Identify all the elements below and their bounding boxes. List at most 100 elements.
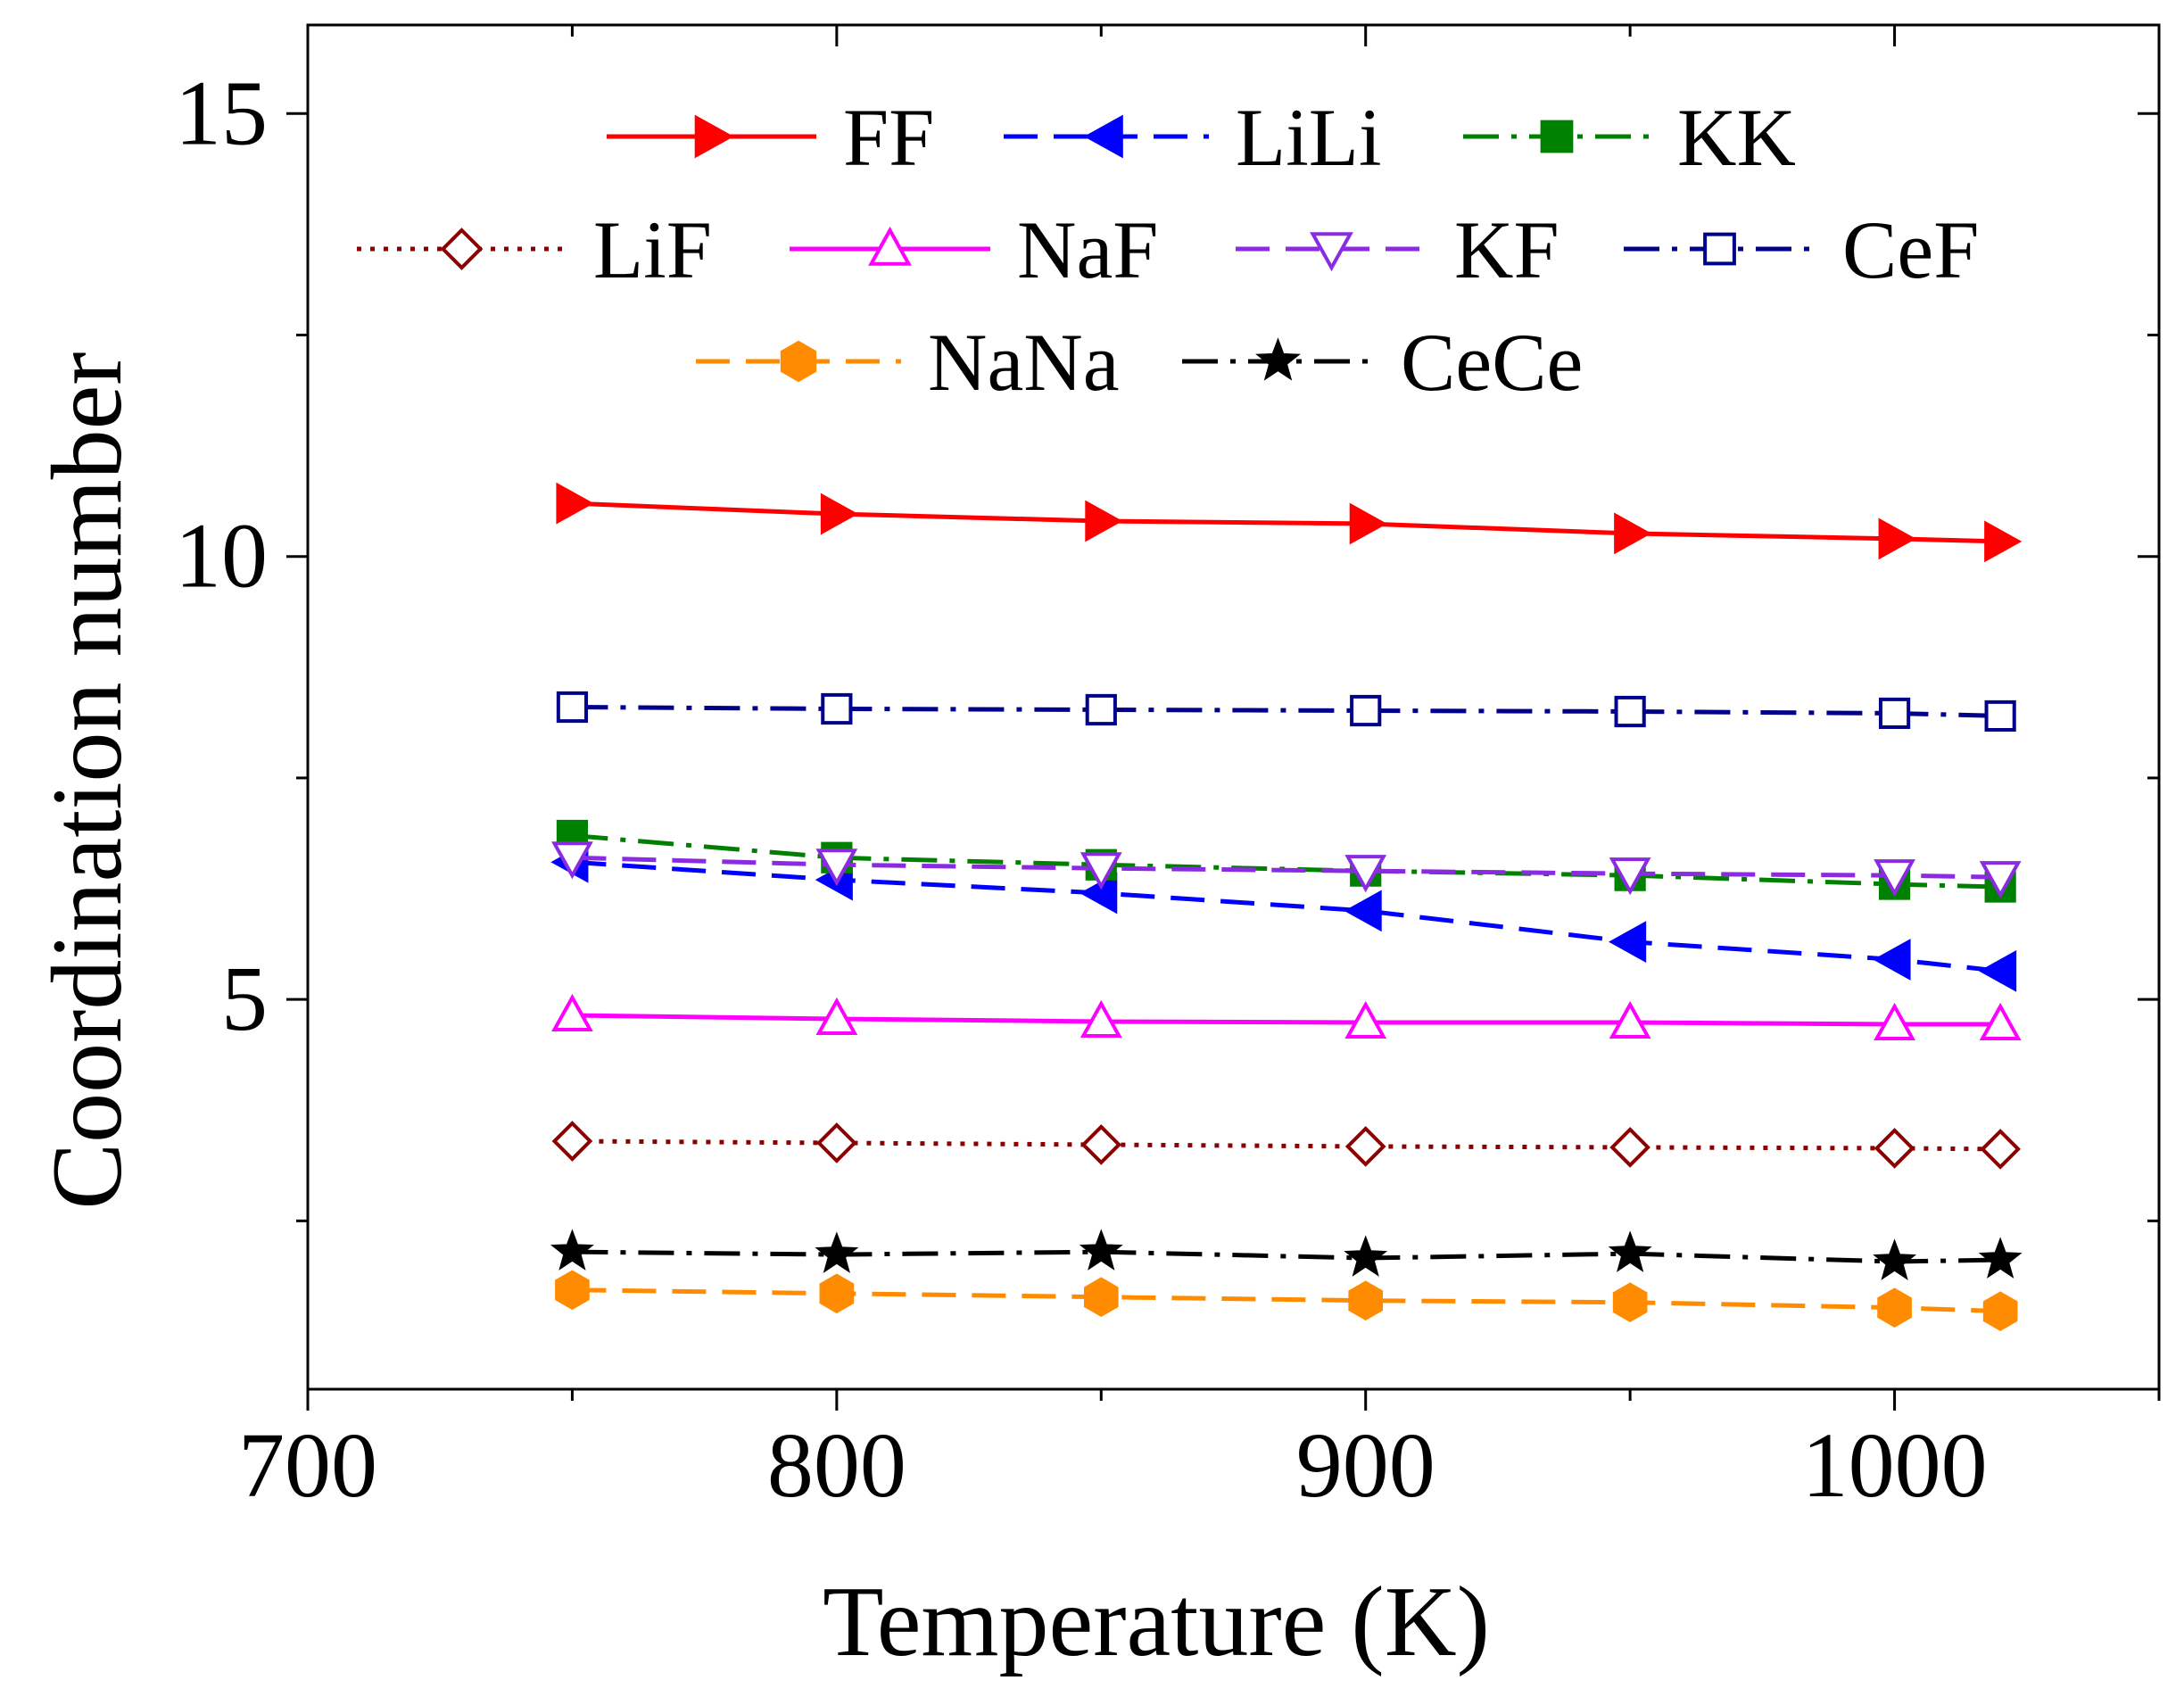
axes-layer: 700 800 900 1000 5 10 15 [175,25,2161,1517]
plot-frame [306,23,2161,1391]
data-point-naf [1609,1000,1651,1039]
legend-item-cece: CeCe [1182,317,1583,408]
legend-label-nana: NaNa [928,317,1120,408]
series-line-naf [572,1013,2001,1027]
series-line-lif [572,1138,2001,1152]
data-point-naf [1874,1002,1915,1040]
series-naf [551,993,2022,1040]
data-point-cece [550,1229,594,1271]
y-tick-label: 10 [175,505,268,608]
data-point-ff [1984,520,2023,563]
data-point-cef [1350,694,1382,727]
legend-label-cef: CeF [1842,204,1979,295]
legend-item-naf: NaF [790,204,1158,295]
data-point-kf [1874,859,1915,898]
x-axis-title: Temperature (K) [823,1567,1490,1677]
legend-marker-naf [868,226,912,266]
data-point-kf [1979,861,2022,899]
legend-marker-lif [440,228,484,270]
data-point-lili [1873,939,1911,981]
legend-marker-cece [1255,337,1301,381]
legend-marker-kf [1310,232,1353,272]
data-point-cece [1978,1237,2023,1279]
legend-label-naf: NaF [1017,204,1158,295]
legend-marker-cef [1703,232,1736,266]
series-lili [550,840,2017,992]
legend-item-kf: KF [1236,204,1559,295]
data-point-lif [1344,1126,1386,1167]
data-point-kf [815,848,858,887]
legend-marker-lili [1083,114,1123,159]
legend-label-kk: KK [1677,92,1796,183]
data-point-nana [1612,1282,1648,1323]
data-point-ff [1085,500,1123,542]
x-tick-label: 700 [238,1414,377,1517]
data-point-nana [1348,1280,1384,1321]
x-tick-label: 900 [1296,1414,1435,1517]
legend-label-cece: CeCe [1401,317,1583,408]
data-point-nana [1083,1277,1119,1318]
data-point-lif [816,1122,857,1163]
series-cece [550,1229,2023,1280]
data-point-cef [556,691,589,724]
series-line-nana [572,1287,2001,1314]
series-line-ff [572,501,2001,544]
legend-label-ff: FF [843,92,934,183]
legend-label-lili: LiLi [1236,92,1382,183]
data-point-naf [551,993,593,1032]
data-point-cef [1614,695,1646,728]
data-point-lili [1609,921,1647,964]
data-point-lif [1609,1127,1650,1168]
legend-marker-ff [694,114,734,159]
legend: FF LiLi KK LiF NaF KF CeF NaNa CeCe [357,92,1979,408]
data-point-cef [1085,693,1117,726]
legend-marker-nana [780,340,817,383]
legend-item-kk: KK [1463,92,1796,183]
series-cef [556,691,2016,733]
data-point-nana [555,1270,590,1311]
data-point-naf [1080,999,1122,1038]
plot-border [306,23,2161,1391]
data-point-lili [1979,949,2017,992]
y-tick-label: 15 [175,62,268,164]
data-point-cece [815,1231,859,1273]
data-point-cece [1873,1238,1917,1280]
data-point-nana [1877,1287,1912,1328]
legend-item-cef: CeF [1624,204,1979,295]
series-kf [551,841,2022,899]
y-axis-title: Coordination number [32,352,143,1209]
data-point-lif [1080,1124,1122,1165]
series-nana [555,1270,2018,1331]
data-point-naf [1979,1002,2022,1040]
legend-item-lili: LiLi [1004,92,1382,183]
data-point-cece [1608,1230,1652,1272]
data-point-ff [1349,502,1387,545]
data-point-kf [551,841,593,880]
legend-item-ff: FF [607,92,934,183]
data-point-naf [815,997,858,1035]
data-point-kf [1344,855,1387,893]
data-point-cef [1984,699,2016,733]
data-point-nana [1982,1291,2018,1331]
data-point-kf [1609,857,1651,896]
data-point-kf [1080,852,1122,890]
data-point-lif [1874,1128,1915,1169]
data-point-naf [1344,1000,1387,1039]
data-point-ff [1878,517,1916,560]
y-tick-label: 5 [221,948,268,1050]
data-point-ff [820,493,858,535]
data-point-cef [821,692,853,725]
data-point-cece [1079,1229,1123,1271]
data-point-cef [1878,697,1911,730]
data-point-ff [1614,512,1652,555]
legend-item-nana: NaNa [696,317,1120,408]
series-layer [550,482,2023,1331]
series-line-cece [572,1249,2001,1264]
x-tick-label: 1000 [1802,1414,1988,1517]
legend-label-kf: KF [1454,204,1559,295]
legend-label-lif: LiF [593,204,712,295]
data-point-nana [819,1273,855,1314]
data-point-ff [556,482,594,525]
data-point-lili [1344,890,1382,932]
